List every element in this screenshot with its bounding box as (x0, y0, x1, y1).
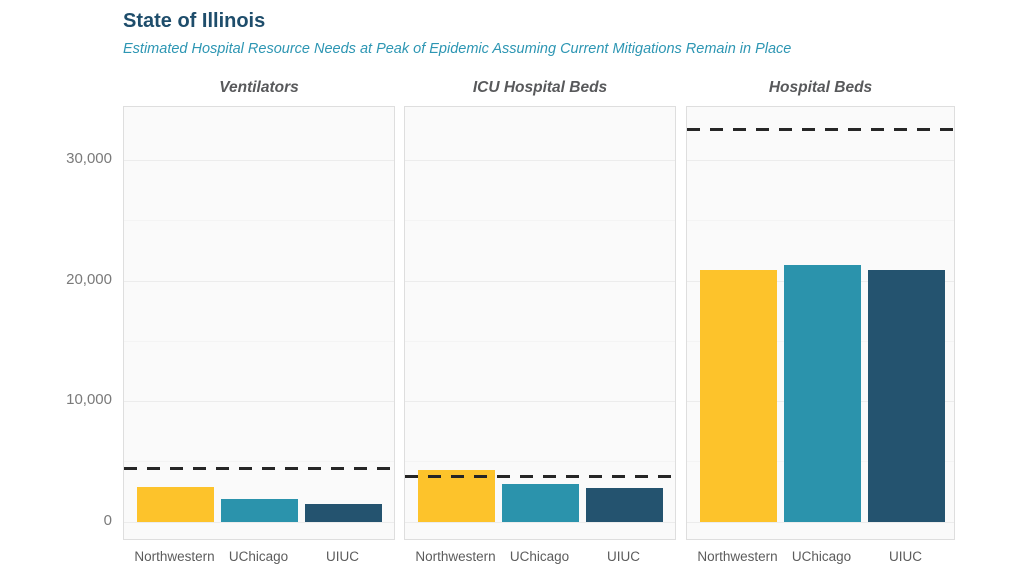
gridline-major (687, 521, 954, 523)
bar-northwestern-hospital-beds (700, 269, 777, 522)
x-axis-label-row: Northwestern UChicago UIUC Northwestern UChi… (123, 549, 955, 567)
gridline-major (124, 160, 394, 162)
bar-uiuc-icu-hospital-beds (586, 487, 663, 522)
gridline-major (405, 401, 675, 403)
gridline-major (687, 160, 954, 162)
bar-uchicago-ventilators (221, 498, 298, 522)
gridline-minor (405, 340, 675, 342)
capacity-dashed-line-ventilators (124, 466, 394, 470)
x-axis-label-northwestern: Northwestern (415, 549, 496, 564)
capacity-dashed-line-hospital-beds (687, 128, 954, 132)
chart-title: State of Illinois (123, 10, 266, 32)
facet-panel-icu-hospital-beds (404, 106, 676, 540)
y-axis: 0 10,000 20,000 30,000 (0, 0, 112, 578)
gridline-minor (687, 220, 954, 222)
bar-uiuc-ventilators (305, 503, 382, 522)
gridline-minor (405, 461, 675, 463)
y-axis-tick-label: 20,000 (66, 270, 112, 288)
gridline-minor (124, 461, 394, 463)
y-axis-tick-label: 10,000 (66, 391, 112, 409)
gridline-minor (124, 340, 394, 342)
x-axis-label-uiuc: UIUC (889, 549, 922, 564)
y-axis-tick-label: 0 (103, 511, 112, 529)
bar-uiuc-hospital-beds (868, 269, 945, 522)
bar-northwestern-icu-hospital-beds (418, 469, 495, 522)
x-axis-label-uiuc: UIUC (607, 549, 640, 564)
facet-title-hospital-beds: Hospital Beds (768, 79, 873, 96)
gridline-major (124, 401, 394, 403)
gridline-minor (405, 220, 675, 222)
gridline-major (405, 280, 675, 282)
capacity-dashed-line-icu-hospital-beds (405, 475, 675, 478)
facet-panel-hospital-beds (686, 106, 955, 540)
y-axis-tick-label: 30,000 (66, 150, 112, 168)
facet-title-row: Ventilators ICU Hospital Beds Hospital Bed… (123, 79, 955, 99)
x-axis-label-uiuc: UIUC (326, 549, 359, 564)
x-axis-label-northwestern: Northwestern (697, 549, 778, 564)
facet-title-icu-hospital-beds: ICU Hospital Beds (472, 79, 608, 96)
plot-area (123, 106, 955, 540)
facet-panel-ventilators (123, 106, 395, 540)
gridline-minor (124, 220, 394, 222)
x-axis-label-uchicago: UChicago (791, 549, 852, 564)
gridline-major (124, 521, 394, 523)
facet-title-ventilators: Ventilators (219, 79, 299, 96)
gridline-major (405, 521, 675, 523)
x-axis-label-uchicago: UChicago (509, 549, 570, 564)
gridline-major (405, 160, 675, 162)
x-axis-label-northwestern: Northwestern (134, 549, 215, 564)
chart-subtitle: Estimated Hospital Resource Needs at Pea… (123, 41, 792, 57)
gridline-major (124, 280, 394, 282)
x-axis-label-uchicago: UChicago (228, 549, 289, 564)
bar-uchicago-hospital-beds (784, 264, 861, 522)
bar-northwestern-ventilators (137, 487, 214, 522)
bar-uchicago-icu-hospital-beds (502, 484, 579, 522)
